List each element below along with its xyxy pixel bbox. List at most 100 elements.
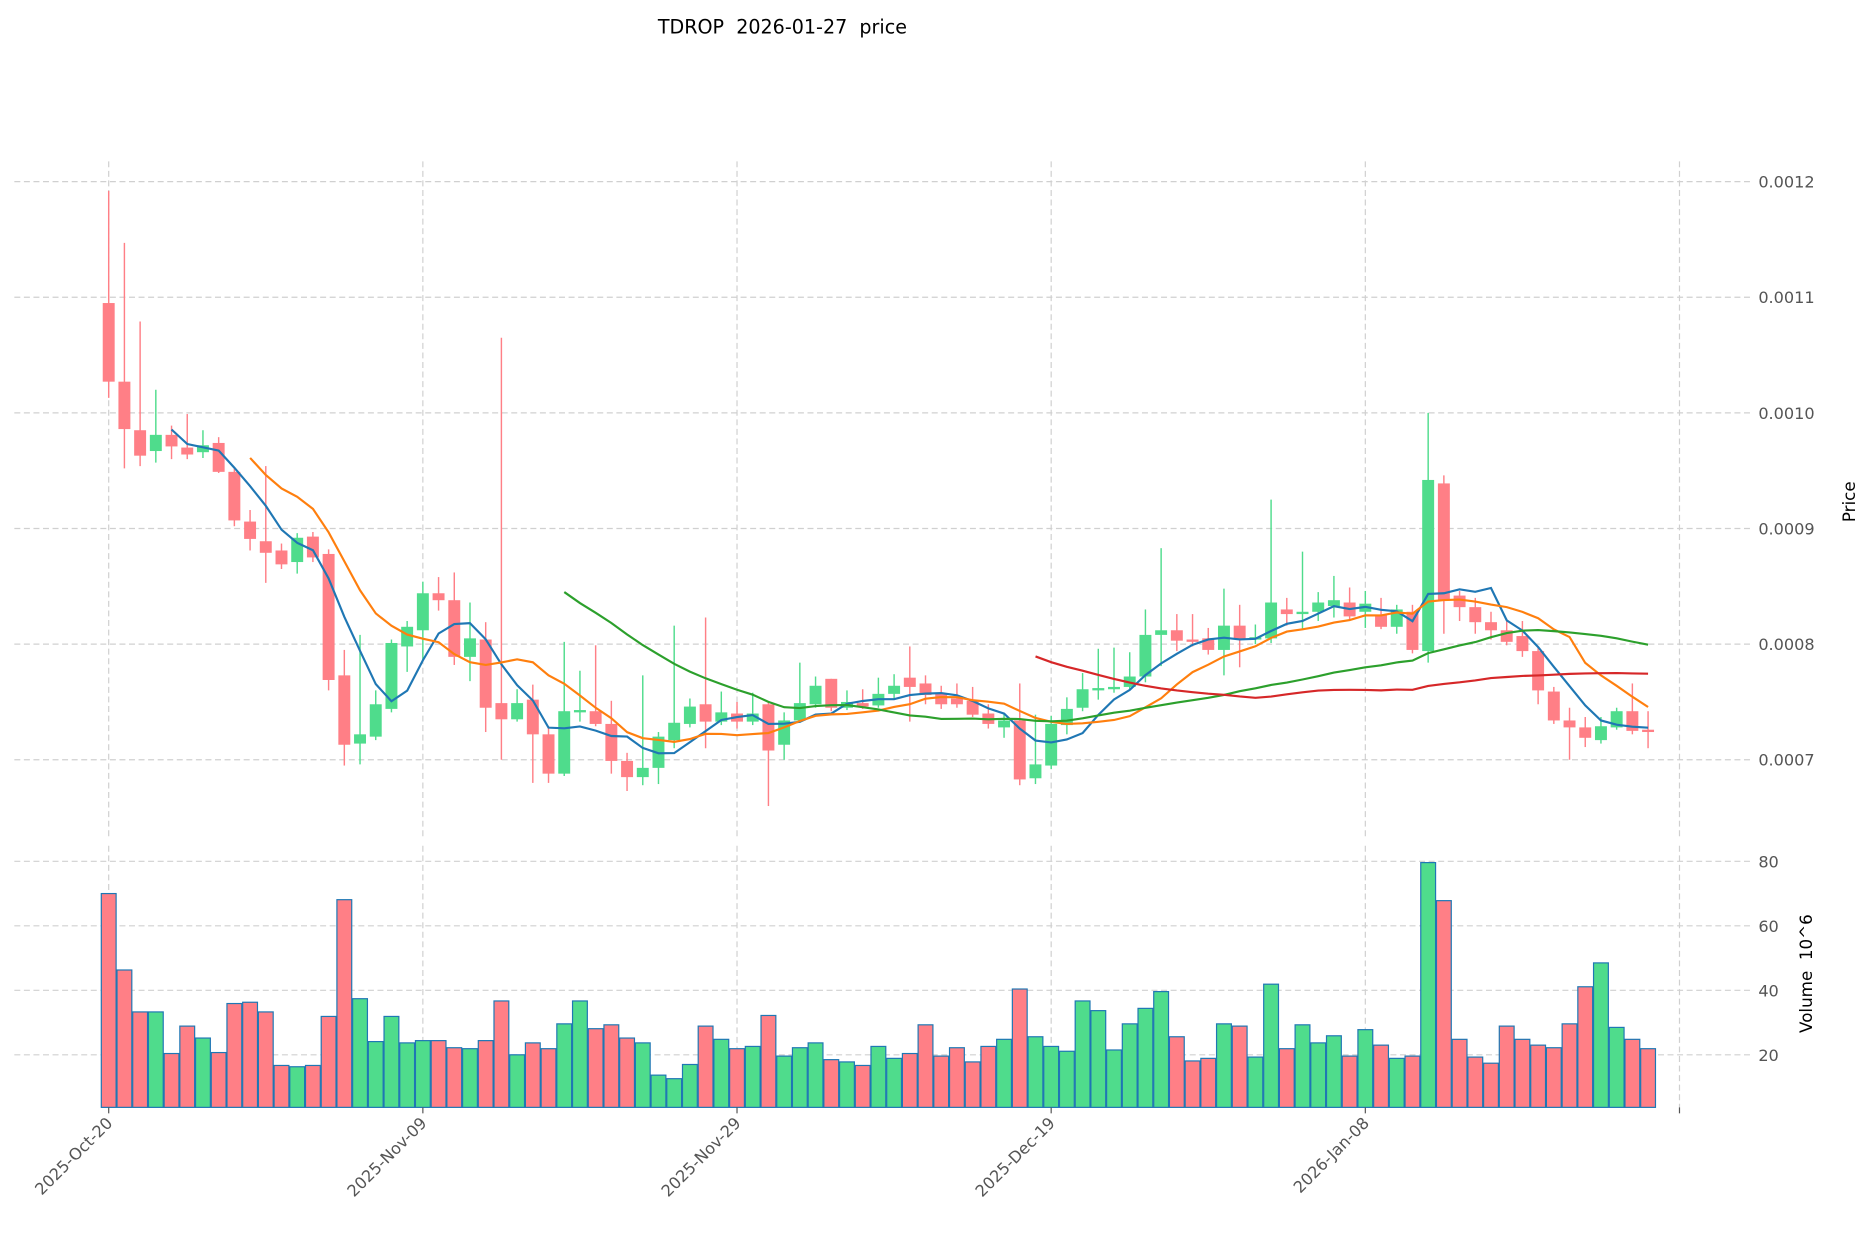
chart-title: TDROP 2026-01-27 price (657, 16, 907, 39)
volume-bar (776, 1055, 793, 1108)
volume-bar (1153, 991, 1170, 1108)
candle-down (338, 675, 351, 745)
volume-bar (1027, 1036, 1044, 1108)
candle-down (1485, 622, 1497, 631)
candle-down (1437, 483, 1450, 601)
candle-down (605, 723, 618, 761)
volume-bar (1640, 1048, 1657, 1108)
volume-bar (980, 1045, 997, 1108)
candle-up (149, 434, 162, 452)
candle-down (1170, 630, 1183, 641)
ma10-line (249, 457, 1649, 743)
volume-tick-label: 40 (1758, 981, 1779, 1000)
candle-down (966, 700, 979, 715)
volume-bar (1608, 1026, 1625, 1108)
volume-bar (948, 1047, 965, 1108)
candle-down (228, 471, 241, 521)
candle-up (573, 710, 586, 713)
candle-up (369, 704, 382, 737)
volume-bar (1215, 1023, 1232, 1108)
volume-bar (556, 1023, 573, 1108)
volume-bar (1341, 1055, 1358, 1108)
candle-up (416, 593, 429, 631)
x-tick-label: 2025-Nov-09 (343, 1113, 430, 1200)
x-tick-label: 2025-Oct-20 (31, 1113, 116, 1198)
volume-bar (540, 1048, 557, 1108)
volume-bar (1325, 1035, 1342, 1108)
candle-down (1453, 595, 1466, 608)
candle-up (1610, 711, 1623, 728)
volume-bar (1420, 861, 1437, 1108)
volume-bar (1545, 1047, 1562, 1108)
candle-up (1092, 688, 1105, 691)
volume-bar (807, 1042, 824, 1108)
candle-down (1579, 727, 1592, 738)
volume-bar (477, 1040, 494, 1108)
volume-bar (666, 1078, 683, 1108)
candle-down (212, 442, 225, 472)
volume-bar (697, 1025, 714, 1108)
volume-bar (1404, 1055, 1421, 1108)
candle-down (1375, 615, 1388, 627)
ma30-line (563, 591, 1649, 723)
volume-bar (414, 1040, 431, 1108)
candle-down (1406, 611, 1419, 650)
volume-bar (1011, 988, 1028, 1108)
price-tick-label: 0.0011 (1758, 288, 1814, 307)
volume-bar (289, 1066, 306, 1108)
candle-down (1626, 711, 1639, 731)
candle-up (291, 537, 304, 563)
volume-bar (1310, 1042, 1327, 1108)
volume-bar (273, 1064, 290, 1108)
volume-bar (791, 1047, 808, 1108)
moving-average-lines (170, 428, 1649, 755)
volume-bar (933, 1055, 950, 1108)
candle-down (259, 541, 272, 553)
volume-bar (1577, 986, 1594, 1108)
volume-bar (996, 1038, 1013, 1108)
volume-bar (1357, 1029, 1374, 1108)
volume-bar (1074, 1000, 1091, 1108)
volume-bar (1137, 1007, 1154, 1108)
candle-down (1532, 651, 1545, 691)
candle-up (1327, 600, 1340, 606)
candle-down (134, 430, 147, 456)
volume-bar (823, 1059, 840, 1108)
volume-bar (524, 1042, 541, 1108)
volume-bar (493, 1000, 510, 1108)
candle-up (1390, 609, 1403, 627)
volume-tick-label: 20 (1758, 1046, 1779, 1065)
volume-bar (901, 1052, 918, 1108)
volume-bar (1294, 1024, 1311, 1108)
candle-up (354, 734, 366, 744)
volume-bar (1451, 1038, 1468, 1108)
ma5-line (170, 428, 1649, 755)
volume-bar (1278, 1048, 1295, 1108)
candle-up (668, 722, 681, 741)
volume-bars (100, 861, 1657, 1108)
candle-up (1045, 723, 1058, 766)
candle-up (385, 642, 398, 709)
volume-bar (1090, 1010, 1107, 1108)
volume-bar (964, 1061, 981, 1108)
volume-bar (744, 1045, 761, 1108)
candle-down (1500, 630, 1513, 642)
candle-up (1312, 602, 1325, 612)
gridlines (14, 161, 1750, 1108)
volume-bar (650, 1074, 667, 1108)
candle-down (495, 703, 508, 720)
volume-bar (917, 1024, 934, 1108)
volume-bar (179, 1025, 196, 1108)
x-tick-label: 2026-Jan-08 (1290, 1113, 1373, 1196)
volume-bar (116, 969, 133, 1108)
candle-up (1422, 479, 1435, 652)
candle-down (699, 704, 712, 722)
volume-bar (1624, 1038, 1641, 1108)
candle-up (1029, 764, 1042, 779)
volume-bar (1168, 1036, 1185, 1108)
price-tick-label: 0.0009 (1758, 519, 1814, 538)
candle-up (888, 685, 901, 694)
candle-down (275, 550, 288, 565)
candle-up (1296, 611, 1309, 615)
candle-up (464, 638, 476, 657)
